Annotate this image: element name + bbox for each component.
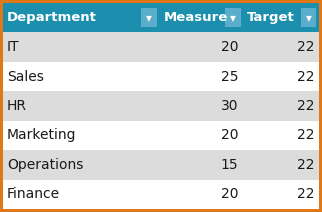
Bar [225,8,241,27]
Text: 22: 22 [297,128,314,142]
Text: Department: Department [7,11,97,24]
Text: 20: 20 [221,40,238,54]
Text: 22: 22 [297,40,314,54]
Bar [159,32,243,62]
Bar [243,62,319,91]
Bar [3,180,159,209]
Bar [243,91,319,121]
Bar [159,180,243,209]
Bar [141,8,157,27]
Text: Marketing: Marketing [7,128,76,142]
Text: ▾: ▾ [230,11,236,24]
Bar [243,3,319,32]
Bar [3,62,159,91]
Bar [243,180,319,209]
Bar [301,8,317,27]
Bar [243,121,319,150]
Bar [3,32,159,62]
Text: Measure: Measure [163,11,228,24]
Bar [243,32,319,62]
Bar [3,3,159,32]
Text: 22: 22 [297,99,314,113]
Text: IT: IT [7,40,19,54]
Text: 22: 22 [297,70,314,84]
Bar [159,150,243,180]
Text: 15: 15 [221,158,238,172]
Text: Target: Target [247,11,295,24]
Text: 20: 20 [221,187,238,201]
Bar [243,150,319,180]
Text: ▾: ▾ [146,11,152,24]
Text: ▾: ▾ [306,11,312,24]
Bar [159,121,243,150]
Text: 22: 22 [297,158,314,172]
Bar [3,150,159,180]
Text: 22: 22 [297,187,314,201]
Text: Operations: Operations [7,158,83,172]
Bar [3,121,159,150]
Bar [159,3,243,32]
Text: 30: 30 [221,99,238,113]
Bar [3,91,159,121]
Bar [159,62,243,91]
Text: 20: 20 [221,128,238,142]
Text: Sales: Sales [7,70,44,84]
Text: 25: 25 [221,70,238,84]
Bar [159,91,243,121]
Text: HR: HR [7,99,27,113]
Text: Finance: Finance [7,187,60,201]
